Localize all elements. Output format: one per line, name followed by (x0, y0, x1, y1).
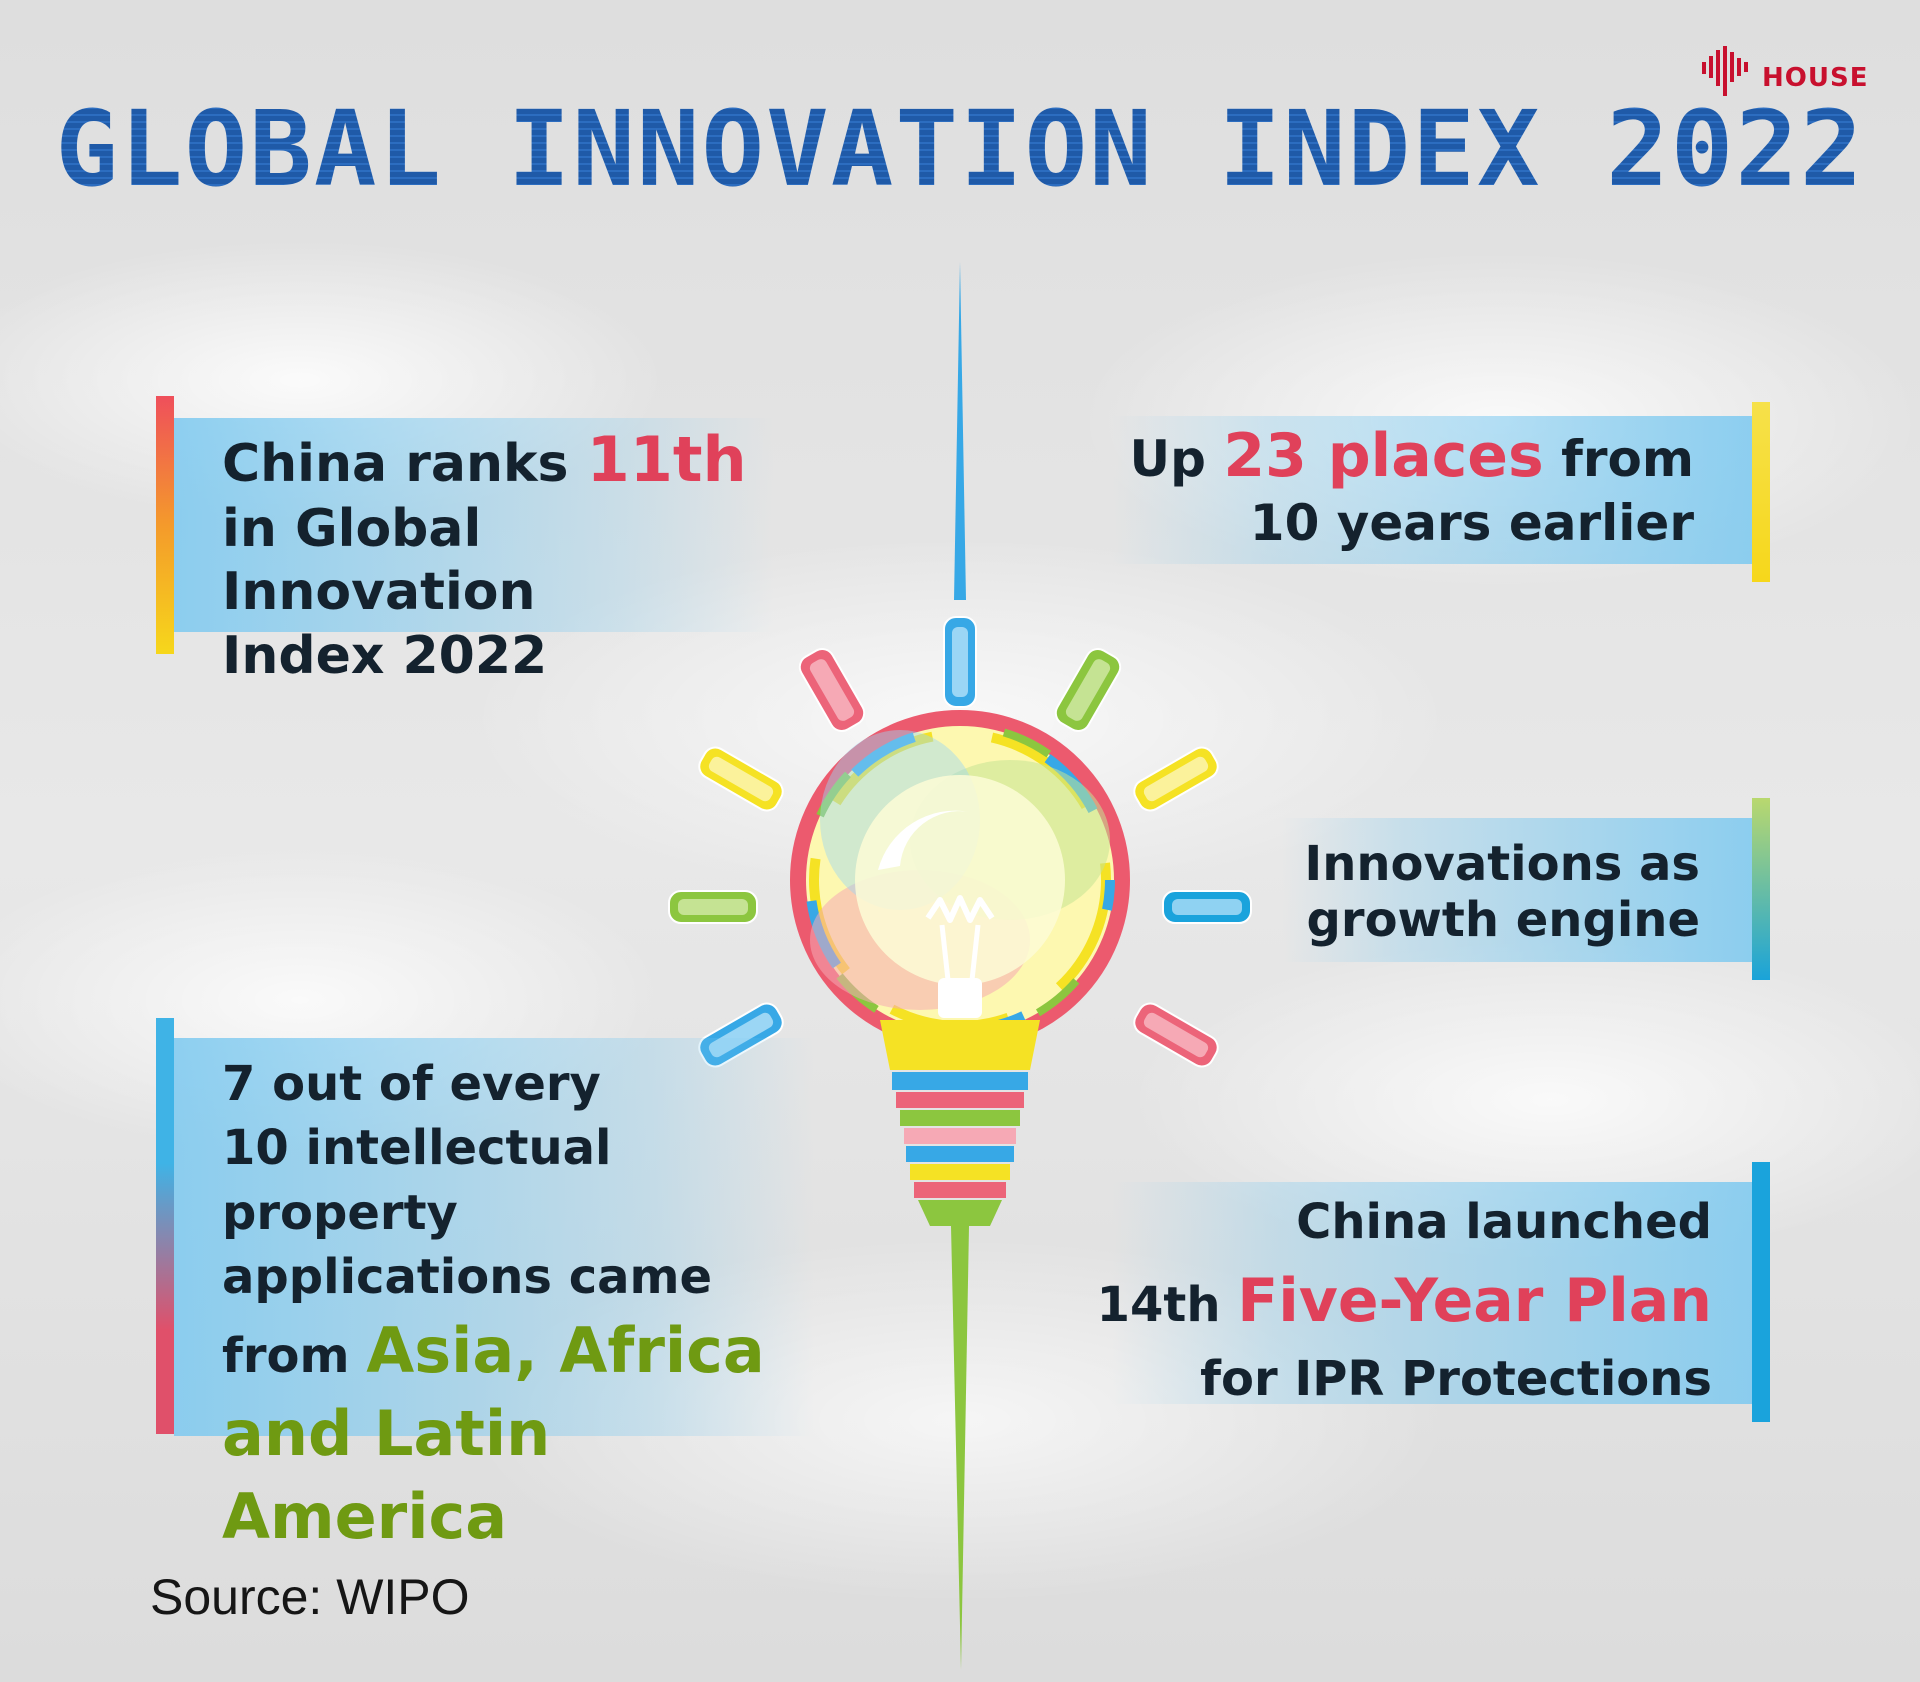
card-accent-bar (1752, 402, 1770, 582)
top-beam (954, 262, 966, 600)
card-five-year-plan: China launched 14th Five-Year Plan for I… (1097, 1162, 1770, 1422)
page-title: GLOBAL INNOVATION INDEX 2022 (0, 88, 1920, 210)
source-credit: Source: WIPO (150, 1569, 470, 1625)
places-prefix: Up (1129, 430, 1224, 488)
plan-highlight-2: Five-Year Plan (1237, 1265, 1712, 1336)
card-places: Up 23 places from 10 years earlier (1100, 402, 1770, 582)
bulb-globe (790, 710, 1130, 1050)
soundwave-icon (1702, 46, 1748, 96)
ip-highlight-5: and Latin America (222, 1397, 551, 1554)
card-accent-bar (156, 396, 174, 654)
places-suffix: from (1543, 430, 1694, 488)
card-panel (1112, 1182, 1752, 1404)
engine-line-1: Innovations as (1304, 836, 1700, 892)
card-engine: Innovations as growth engine (1270, 798, 1770, 980)
light-rays (668, 616, 1252, 1068)
logo-text: HOUSE (1762, 63, 1869, 93)
rank-highlight: 11th (586, 423, 747, 496)
places-line-2: 10 years earlier (1249, 494, 1694, 553)
bottom-beam (951, 1226, 969, 1670)
rank-line-3: Index 2022 (222, 625, 548, 686)
plan-line-1: China launched (1296, 1194, 1712, 1250)
ip-line-2: 10 intellectual property (222, 1120, 612, 1241)
rank-prefix: China ranks (222, 434, 587, 494)
card-panel (174, 418, 774, 632)
ip-line-1: 7 out of every (222, 1056, 601, 1112)
plan-line-3: for IPR Protections (1200, 1350, 1712, 1407)
card-engine-text: Innovations as growth engine (1260, 836, 1700, 948)
card-panel (1112, 416, 1752, 564)
card-rank: China ranks 11th in Global Innovation In… (156, 396, 774, 686)
engine-line-2: growth engine (1306, 892, 1700, 949)
places-highlight: 23 places (1223, 421, 1544, 491)
card-panel (174, 1038, 814, 1436)
bulb-base (880, 1020, 1040, 1226)
card-places-text: Up 23 places from 10 years earlier (1074, 420, 1694, 554)
plan-prefix-2: 14th (1096, 1276, 1238, 1333)
card-accent-bar (1752, 1162, 1770, 1422)
card-ip-text: 7 out of every 10 intellectual property … (222, 1052, 822, 1558)
ip-prefix-4: from (222, 1328, 367, 1385)
ip-highlight-4: Asia, Africa (366, 1314, 765, 1388)
card-panel (1282, 818, 1752, 962)
card-ip-applications: 7 out of every 10 intellectual property … (156, 1018, 816, 1553)
card-accent-bar (1752, 798, 1770, 980)
card-rank-text: China ranks 11th in Global Innovation In… (222, 422, 782, 688)
ip-line-3: applications came (222, 1248, 713, 1305)
rank-line-2: in Global Innovation (222, 498, 536, 623)
card-plan-text: China launched 14th Five-Year Plan for I… (1092, 1188, 1712, 1414)
house-logo: HOUSE (1700, 42, 1870, 102)
card-accent-bar (156, 1018, 174, 1434)
